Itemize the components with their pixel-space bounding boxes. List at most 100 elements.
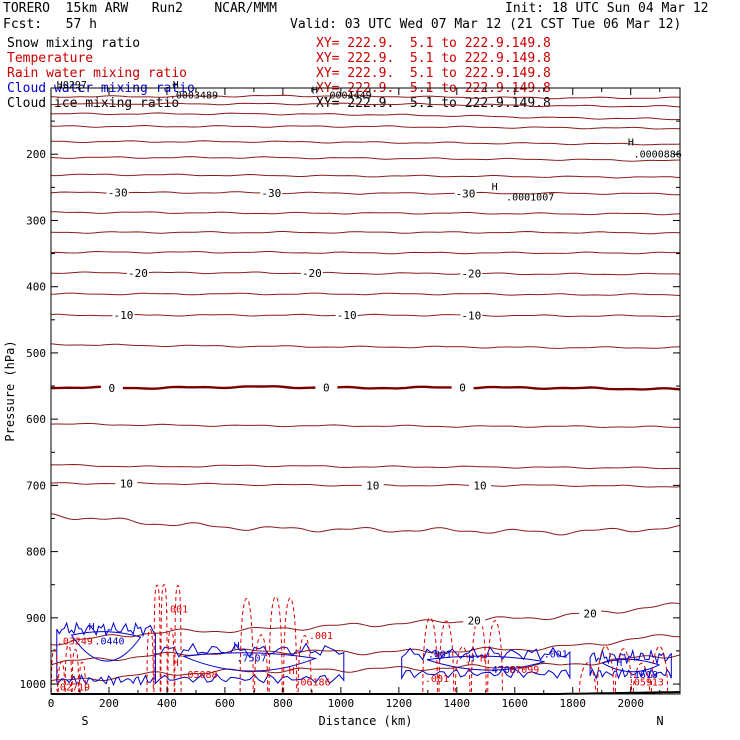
legend-xy-range: XY= 222.9. 5.1 to 222.9.149.8 bbox=[316, 36, 551, 51]
contour-label-bg bbox=[460, 267, 483, 280]
rain-contour bbox=[578, 662, 597, 693]
cloud-water-contour bbox=[154, 642, 345, 685]
contour-label-bg bbox=[106, 186, 129, 199]
isotherm-line bbox=[50, 343, 681, 349]
contour-label: -10 bbox=[114, 309, 134, 322]
extrema-label: H bbox=[234, 641, 240, 652]
contour-label: 20 bbox=[468, 614, 481, 627]
isotherm-line bbox=[50, 513, 681, 536]
extrema-label: H bbox=[492, 182, 498, 193]
extrema-label: .02719 bbox=[54, 683, 90, 694]
rain-contour bbox=[297, 635, 312, 693]
extrema-label: .001 bbox=[544, 650, 568, 661]
isotherm-line bbox=[50, 94, 681, 100]
x-tick-label: 1000 bbox=[328, 697, 355, 710]
y-tick-label: 200 bbox=[26, 148, 46, 161]
isotherm-line bbox=[50, 230, 681, 235]
extrema-label: .06186 bbox=[294, 677, 330, 688]
y-tick-label: 400 bbox=[26, 281, 46, 294]
x-tick-label: 1600 bbox=[502, 697, 529, 710]
legend-label: Snow mixing ratio bbox=[7, 36, 141, 51]
cloud-water-contour bbox=[181, 652, 318, 672]
x-tick-label: 0 bbox=[48, 697, 55, 710]
rain-contour bbox=[71, 648, 79, 693]
contour-label: 0 bbox=[459, 381, 466, 394]
contour-label: -30 bbox=[108, 187, 128, 200]
model-title: TORERO 15km ARW Run2 NCAR/MMM bbox=[3, 1, 277, 16]
extrema-label: .05913 bbox=[628, 677, 664, 688]
rain-contour bbox=[422, 617, 438, 693]
y-axis-title: Pressure (hPa) bbox=[3, 340, 17, 441]
contour-label: 10 bbox=[473, 479, 486, 492]
extrema-label: .001 bbox=[425, 674, 449, 685]
contour-label: -20 bbox=[128, 267, 148, 280]
rain-contour bbox=[471, 617, 487, 693]
rain-contour bbox=[650, 645, 669, 693]
extrema-label: .03249 bbox=[57, 636, 93, 647]
contour-label-bg bbox=[463, 614, 486, 627]
extrema-label: H bbox=[480, 654, 486, 665]
extrema-label: H bbox=[57, 80, 63, 91]
isotherm-line bbox=[50, 385, 681, 391]
x-tick-label: 1200 bbox=[386, 697, 413, 710]
contour-label: -10 bbox=[461, 309, 481, 322]
extrema-label: .001 bbox=[428, 650, 452, 661]
rain-contour bbox=[153, 584, 161, 693]
init-time: Init: 18 UTC Sun 04 Mar 12 bbox=[505, 1, 709, 16]
rain-contour bbox=[174, 585, 182, 693]
contour-label-bg bbox=[460, 309, 483, 322]
extrema-label: H bbox=[289, 666, 295, 677]
contour-label-bg bbox=[361, 479, 384, 492]
x-tick-label: 800 bbox=[273, 697, 293, 710]
isotherm-line bbox=[50, 634, 681, 666]
forecast-hour: Fcst: 57 h bbox=[3, 17, 97, 32]
extrema-label: .7507 bbox=[237, 654, 267, 665]
rain-contour bbox=[487, 620, 503, 693]
x-axis-title: Distance (km) bbox=[319, 714, 413, 728]
y-tick-label: 700 bbox=[26, 479, 46, 492]
contour-label-bg bbox=[300, 267, 323, 280]
contour-label-bg bbox=[126, 266, 149, 279]
contour-label: -20 bbox=[461, 268, 481, 281]
rain-contour bbox=[146, 628, 154, 693]
isotherm-line bbox=[50, 271, 681, 276]
rain-contour bbox=[596, 645, 615, 693]
x-tick-label: 1800 bbox=[560, 697, 587, 710]
legend-xy-range: XY= 222.9. 5.1 to 222.9.149.8 bbox=[316, 51, 551, 66]
rain-contour bbox=[283, 597, 298, 693]
isotherm-line bbox=[50, 422, 680, 428]
extrema-label: .0003489 bbox=[170, 91, 218, 102]
contour-label-bg bbox=[112, 309, 135, 322]
valid-time: Valid: 03 UTC Wed 07 Mar 12 (21 CST Tue … bbox=[290, 17, 682, 32]
cloud-water-contour bbox=[70, 631, 142, 662]
contour-label: 20 bbox=[584, 607, 597, 620]
contour-label-bg bbox=[468, 479, 491, 492]
isotherm-line bbox=[50, 602, 681, 646]
contour-label-bg bbox=[335, 309, 358, 322]
extrema-label: .0000886 bbox=[634, 150, 682, 161]
isotherm-line bbox=[50, 313, 681, 318]
extrema-label: .1618 bbox=[628, 670, 658, 681]
contour-label-bg bbox=[454, 187, 477, 200]
y-tick-label: 1000 bbox=[20, 678, 47, 691]
rain-contour bbox=[78, 661, 86, 693]
extrema-label: H bbox=[312, 85, 318, 96]
contour-label: -20 bbox=[302, 267, 322, 280]
contour-label: 10 bbox=[366, 479, 379, 492]
y-tick-label: 500 bbox=[26, 347, 46, 360]
y-tick-label: 800 bbox=[26, 546, 46, 559]
extrema-label: .0004449 bbox=[323, 91, 371, 102]
contour-label-bg bbox=[100, 381, 123, 394]
contour-label: 10 bbox=[120, 477, 133, 490]
extrema-label: .001 bbox=[309, 631, 333, 642]
isotherm-line bbox=[50, 463, 681, 470]
isotherm-line bbox=[50, 156, 681, 162]
x-tick-label: 200 bbox=[99, 697, 119, 710]
rain-contour bbox=[254, 634, 269, 693]
rain-contour bbox=[614, 648, 633, 693]
contour-label-bg bbox=[260, 186, 283, 199]
plot-area bbox=[50, 94, 681, 695]
extrema-label: .05088 bbox=[181, 670, 217, 681]
